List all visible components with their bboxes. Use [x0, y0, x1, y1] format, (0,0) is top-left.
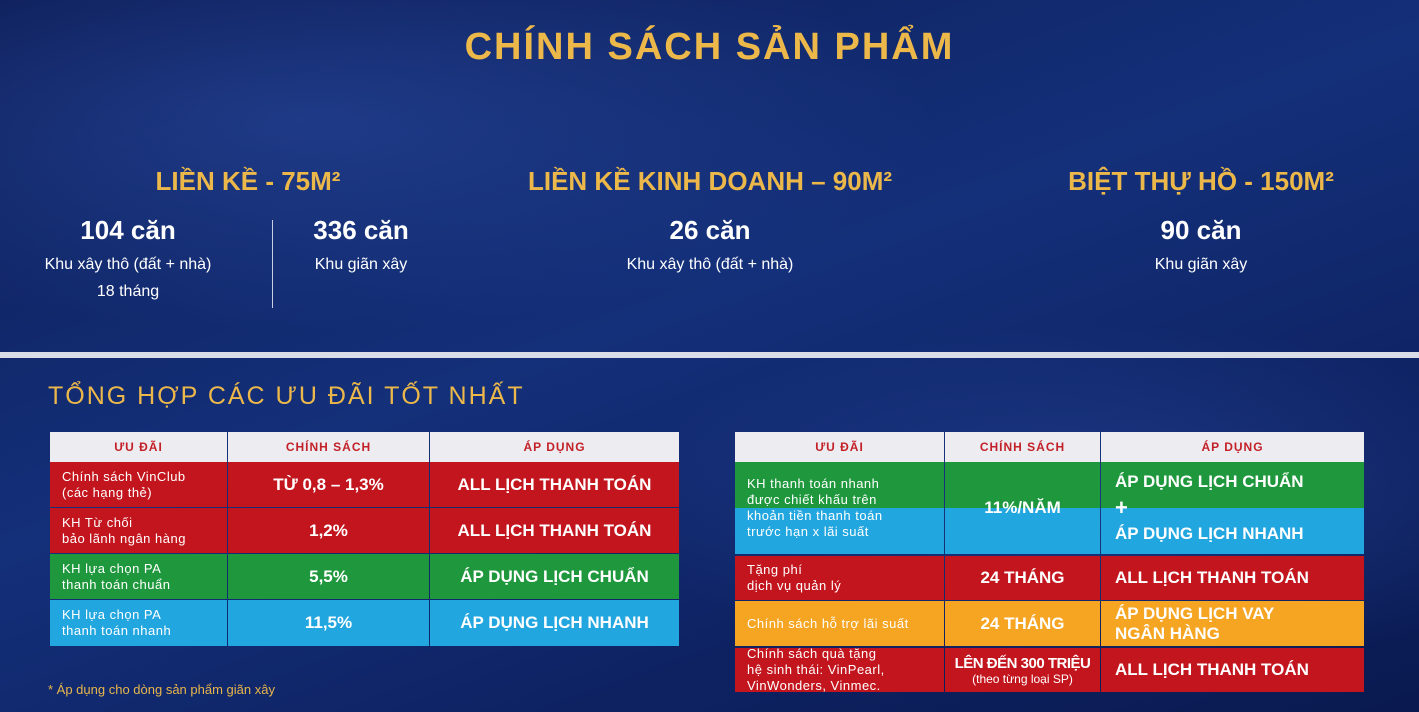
table-cell: 11%/NĂM [945, 462, 1100, 554]
unit-count: 90 căn [1160, 215, 1242, 245]
table-cell: ALL LỊCH THANH TOÁN [430, 508, 679, 553]
unit-desc: Khu xây thô (đất + nhà) [626, 256, 794, 273]
table-cell: ÁP DỤNG LỊCH CHUẨN [430, 554, 679, 599]
product-name: BIỆT THỰ HỒ - 150M² [1068, 166, 1334, 196]
table-cell: Chính sách VinClub (các hạng thẻ) [50, 462, 227, 507]
footnote: * Áp dụng cho dòng sản phẩm giãn xây [48, 682, 275, 697]
product-name: LIỀN KỀ - 75M² [155, 166, 341, 196]
column-header: ÁP DỤNG [1101, 432, 1364, 462]
unit-count: 104 căn [80, 215, 176, 245]
section-title: TỔNG HỢP CÁC ƯU ĐÃI TỐT NHẤT [48, 382, 525, 410]
product-name: LIỀN KỀ KINH DOANH – 90M² [527, 166, 893, 196]
table-cell: ÁP DỤNG LỊCH CHUẨN + ÁP DỤNG LỊCH NHANH [1101, 462, 1364, 554]
table-cell: Chính sách quà tặng hệ sinh thái: VinPea… [735, 646, 944, 693]
separator [272, 220, 273, 308]
unit-desc: Khu giãn xây [314, 256, 408, 273]
column-header: ÁP DỤNG [430, 432, 679, 462]
cell-line: + [1115, 495, 1128, 520]
table-cell: ALL LỊCH THANH TOÁN [1101, 556, 1364, 600]
table-cell: 11,5% [228, 600, 429, 646]
table-cell: ÁP DỤNG LỊCH VAY NGÂN HÀNG [1101, 601, 1364, 646]
table-cell: 1,2% [228, 508, 429, 553]
column-header: ƯU ĐÃI [735, 432, 944, 462]
table-cell: Chính sách hỗ trợ lãi suất [735, 601, 944, 646]
unit-desc: Khu giãn xây [1154, 256, 1248, 273]
unit-count: 26 căn [669, 215, 751, 245]
table-cell: KH Từ chối bảo lãnh ngân hàng [50, 508, 227, 553]
cell-line: ÁP DỤNG LỊCH NHANH [1115, 524, 1304, 543]
column-header: CHÍNH SÁCH [945, 432, 1100, 462]
divider [0, 352, 1419, 358]
table-cell: Tặng phí dịch vụ quản lý [735, 556, 944, 600]
cell-line: ÁP DỤNG LỊCH CHUẨN [1115, 472, 1304, 491]
unit-count: 336 căn [313, 215, 409, 245]
page-title: CHÍNH SÁCH SẢN PHẨM [464, 26, 955, 68]
table-cell: 24 THÁNG [945, 601, 1100, 646]
table-cell: KH thanh toán nhanh được chiết khấu trên… [735, 462, 944, 554]
table-cell: 24 THÁNG [945, 556, 1100, 600]
unit-desc: Khu xây thô (đất + nhà) 18 tháng [44, 256, 212, 300]
table-cell: ÁP DỤNG LỊCH NHANH [430, 600, 679, 646]
table-cell: ALL LỊCH THANH TOÁN [430, 462, 679, 507]
cell-line: LÊN ĐẾN 300 TRIỆU [954, 654, 1091, 672]
table-cell: KH lựa chọn PA thanh toán nhanh [50, 600, 227, 646]
cell-line: (theo từng loại SP) [972, 671, 1073, 686]
column-header: ƯU ĐÃI [50, 432, 227, 462]
table-cell: ALL LỊCH THANH TOÁN [1101, 648, 1364, 692]
column-header: CHÍNH SÁCH [228, 432, 429, 462]
table-cell: TỪ 0,8 – 1,3% [228, 462, 429, 507]
table-cell: LÊN ĐẾN 300 TRIỆU (theo từng loại SP) [945, 648, 1100, 692]
table-cell: 5,5% [228, 554, 429, 599]
table-cell: KH lựa chọn PA thanh toán chuẩn [50, 554, 227, 599]
